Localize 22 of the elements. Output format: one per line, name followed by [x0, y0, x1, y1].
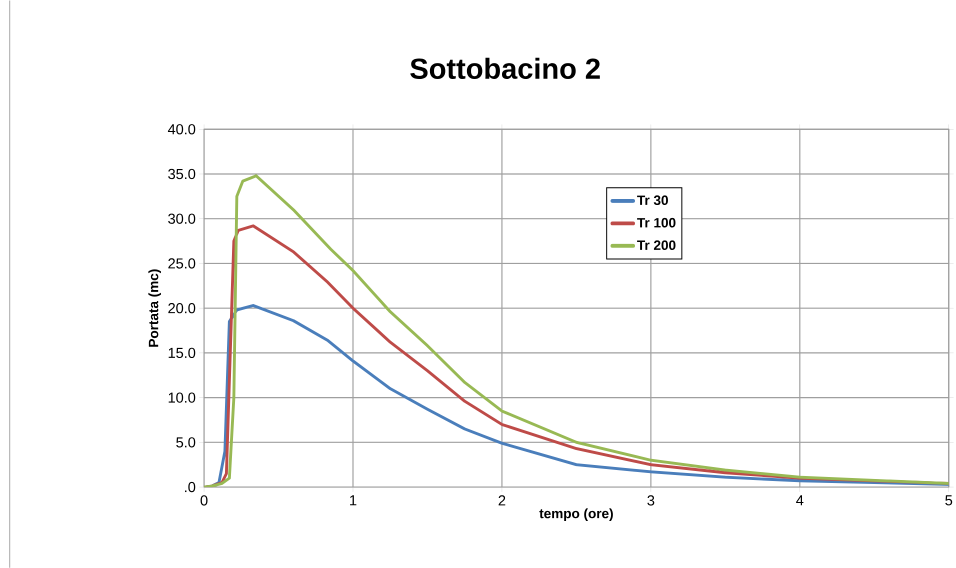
y-tick-label: 20.0	[168, 302, 196, 314]
y-tick-label: 40.0	[168, 124, 196, 134]
chart-title: Sottobacino 2	[410, 58, 600, 79]
legend-label: Tr 100	[637, 218, 676, 228]
x-axis-title: tempo (ore)	[539, 508, 613, 521]
x-tick-label: 3	[647, 495, 654, 506]
y-tick-label: 15.0	[168, 348, 196, 358]
x-tick-label: 2	[498, 495, 506, 506]
y-tick-label: 10.0	[168, 392, 196, 403]
x-tick-label: 1	[350, 495, 356, 506]
x-tick-label: 0	[200, 495, 208, 506]
y-tick-label: .0	[185, 482, 196, 492]
x-tick-label: 5	[945, 495, 952, 506]
legend-label: Tr 30	[637, 195, 668, 205]
y-tick-label: 25.0	[168, 258, 196, 268]
legend-label: Tr 200	[637, 240, 676, 250]
y-axis-title: Portata (mc)	[148, 269, 161, 347]
y-tick-label: 35.0	[168, 168, 196, 180]
y-tick-label: 5.0	[176, 437, 196, 448]
x-tick-label: 4	[796, 495, 804, 506]
line-series	[204, 174, 949, 487]
y-tick-label: 30.0	[168, 213, 196, 224]
